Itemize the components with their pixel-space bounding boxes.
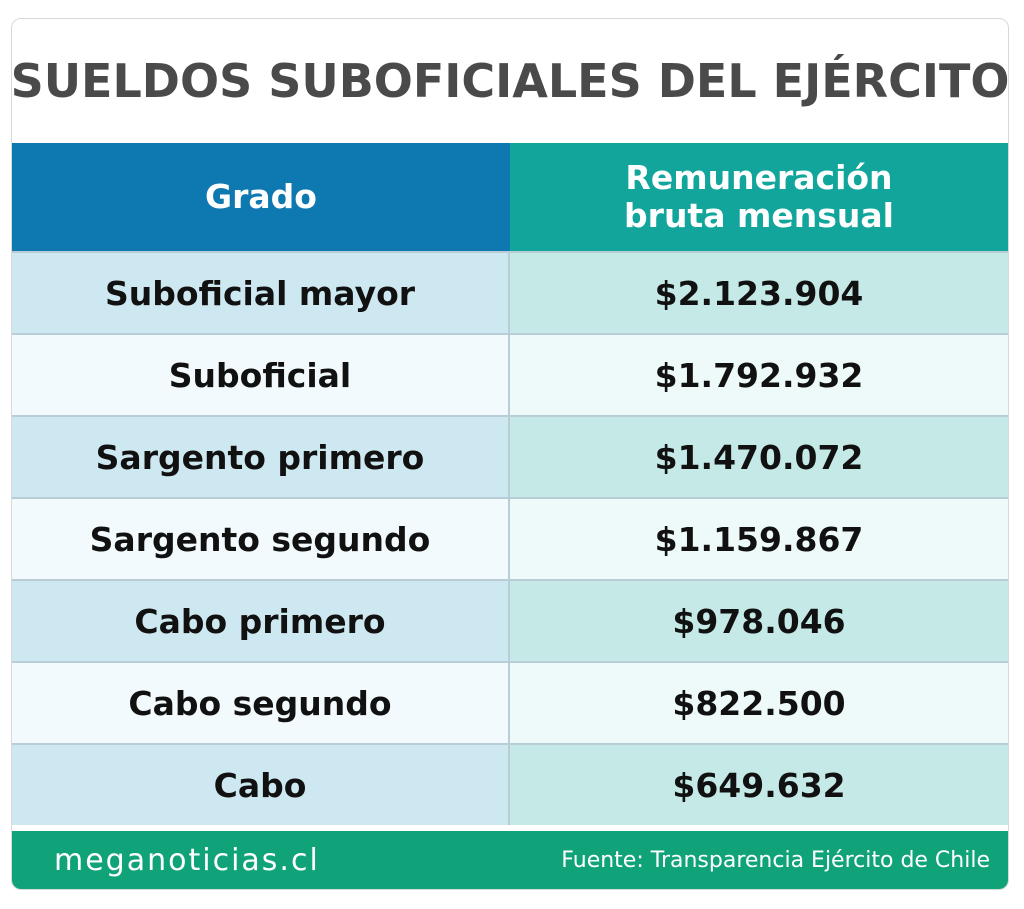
title-bar: SUELDOS SUBOFICIALES DEL EJÉRCITO bbox=[12, 19, 1008, 143]
brand-logo-text: meganoticias.cl bbox=[54, 842, 320, 878]
footer-bar: meganoticias.cl Fuente: Transparencia Ej… bbox=[12, 831, 1008, 889]
page-title: SUELDOS SUBOFICIALES DEL EJÉRCITO bbox=[11, 54, 1009, 108]
column-header-grado: Grado bbox=[12, 143, 510, 251]
table-row: Sargento segundo $1.159.867 bbox=[12, 497, 1008, 579]
salary-table-card: SUELDOS SUBOFICIALES DEL EJÉRCITO Grado … bbox=[11, 18, 1009, 890]
cell-remuneracion: $1.470.072 bbox=[510, 417, 1008, 497]
source-credit: Fuente: Transparencia Ejército de Chile bbox=[561, 847, 990, 873]
table-row: Sargento primero $1.470.072 bbox=[12, 415, 1008, 497]
cell-grado: Suboficial mayor bbox=[12, 253, 510, 333]
cell-grado: Cabo segundo bbox=[12, 663, 510, 743]
cell-remuneracion: $649.632 bbox=[510, 745, 1008, 825]
table-row: Cabo $649.632 bbox=[12, 743, 1008, 825]
column-header-remuneracion: Remuneración bruta mensual bbox=[510, 143, 1008, 251]
table-row: Suboficial $1.792.932 bbox=[12, 333, 1008, 415]
column-header-remuneracion-line1: Remuneración bbox=[625, 158, 893, 197]
table-row: Suboficial mayor $2.123.904 bbox=[12, 251, 1008, 333]
cell-grado: Sargento primero bbox=[12, 417, 510, 497]
cell-remuneracion: $822.500 bbox=[510, 663, 1008, 743]
cell-grado: Suboficial bbox=[12, 335, 510, 415]
table-header: Grado Remuneración bruta mensual bbox=[12, 143, 1008, 251]
table-body: Suboficial mayor $2.123.904 Suboficial $… bbox=[12, 251, 1008, 825]
table-row: Cabo primero $978.046 bbox=[12, 579, 1008, 661]
cell-grado: Sargento segundo bbox=[12, 499, 510, 579]
cell-remuneracion: $978.046 bbox=[510, 581, 1008, 661]
column-header-remuneracion-line2: bruta mensual bbox=[624, 196, 894, 235]
table-row: Cabo segundo $822.500 bbox=[12, 661, 1008, 743]
cell-grado: Cabo primero bbox=[12, 581, 510, 661]
cell-remuneracion: $2.123.904 bbox=[510, 253, 1008, 333]
cell-remuneracion: $1.792.932 bbox=[510, 335, 1008, 415]
cell-grado: Cabo bbox=[12, 745, 510, 825]
cell-remuneracion: $1.159.867 bbox=[510, 499, 1008, 579]
